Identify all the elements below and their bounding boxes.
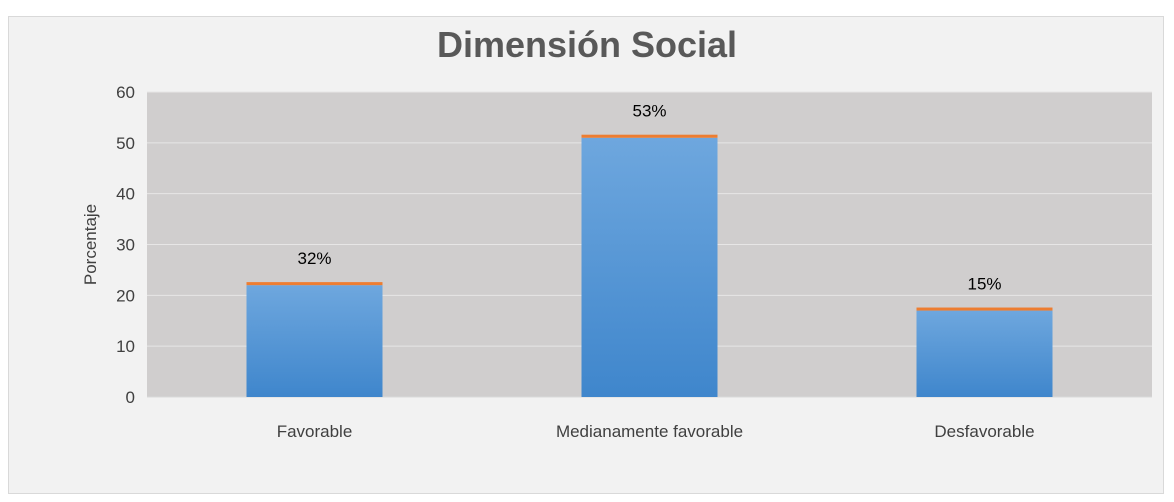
- y-tick-label: 40: [116, 185, 135, 204]
- bar: [581, 137, 718, 397]
- bar: [246, 285, 383, 397]
- y-tick-label: 60: [116, 83, 135, 102]
- y-tick-label: 50: [116, 134, 135, 153]
- bar: [916, 310, 1053, 397]
- data-label: 15%: [967, 275, 1001, 294]
- x-category-label: Favorable: [277, 422, 353, 441]
- y-tick-label: 30: [116, 236, 135, 255]
- y-tick-label: 20: [116, 286, 135, 305]
- x-category-label: Desfavorable: [934, 422, 1034, 441]
- bar-cap: [916, 307, 1053, 311]
- bar-cap: [246, 282, 383, 286]
- data-label: 32%: [297, 249, 331, 268]
- data-label: 53%: [632, 102, 666, 121]
- chart-title: Dimensión Social: [436, 24, 738, 65]
- x-category-label: Medianamente favorable: [556, 422, 743, 441]
- y-tick-label: 10: [116, 337, 135, 356]
- bar-cap: [581, 134, 718, 138]
- y-axis-label: Porcentaje: [81, 204, 100, 285]
- y-tick-label: 0: [126, 388, 135, 407]
